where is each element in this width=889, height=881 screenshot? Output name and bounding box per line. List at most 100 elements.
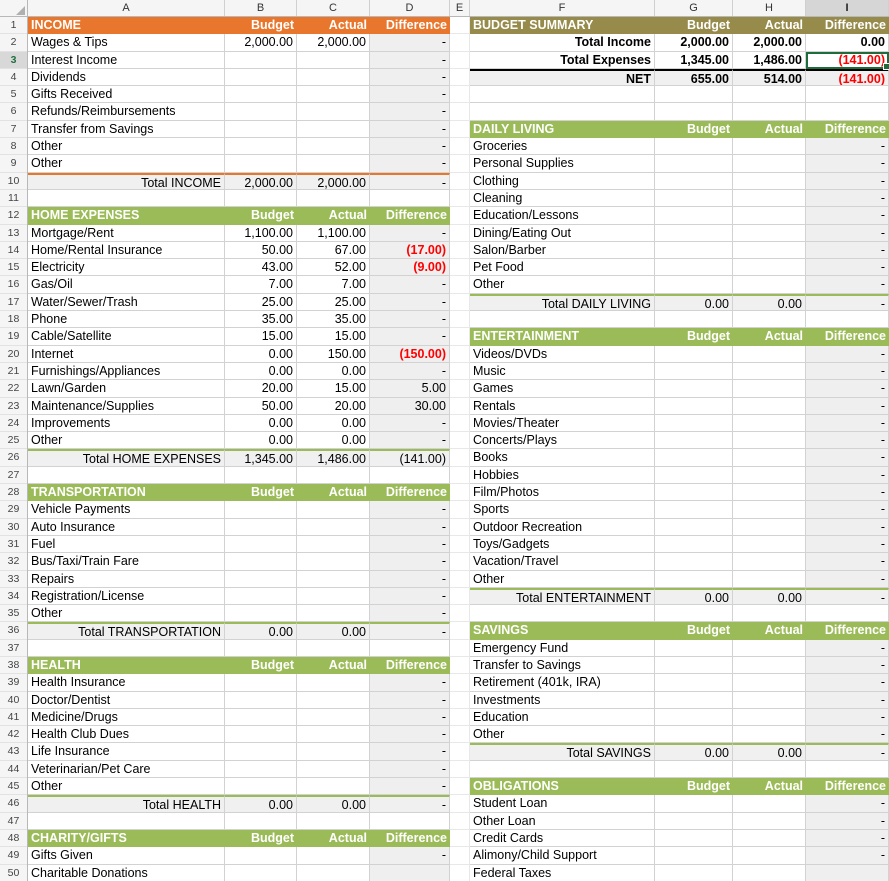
line-item-difference[interactable]: - [370, 120, 450, 139]
line-item-label[interactable]: Gifts Received [28, 86, 225, 104]
row-header-49[interactable]: 49 [0, 847, 27, 865]
line-item-actual[interactable]: 15.00 [297, 328, 370, 346]
line-item-difference[interactable]: - [806, 276, 889, 294]
line-item-actual[interactable] [733, 138, 806, 156]
row-header-15[interactable]: 15 [0, 259, 27, 277]
line-item-actual[interactable] [733, 656, 806, 675]
section-col-difference[interactable]: Difference [806, 328, 889, 346]
line-item-difference[interactable]: - [370, 432, 450, 450]
line-item-difference[interactable]: - [370, 276, 450, 294]
section-total-label[interactable]: Total DAILY LIVING [470, 293, 655, 312]
line-item-budget[interactable]: 0.00 [225, 345, 297, 363]
line-item-difference[interactable]: - [370, 501, 450, 519]
line-item-actual[interactable]: 0.00 [297, 362, 370, 381]
line-item-label[interactable]: Alimony/Child Support [470, 847, 655, 865]
line-item-actual[interactable] [733, 795, 806, 813]
spacer-cell[interactable] [450, 587, 470, 606]
line-item-label[interactable]: Vehicle Payments [28, 501, 225, 519]
line-item-label[interactable]: Bus/Taxi/Train Fare [28, 553, 225, 571]
section-col-actual[interactable]: Actual [297, 17, 370, 35]
line-item-difference[interactable]: - [806, 380, 889, 398]
line-item-label[interactable]: Retirement (401k, IRA) [470, 674, 655, 692]
line-item-actual[interactable]: 0.00 [297, 414, 370, 433]
line-item-difference[interactable]: - [806, 224, 889, 242]
line-item-difference[interactable]: - [370, 570, 450, 588]
line-item-label[interactable]: Other [28, 432, 225, 450]
section-total-difference[interactable]: - [370, 795, 450, 813]
section-header-budget-summary[interactable]: BUDGET SUMMARY [470, 17, 655, 35]
line-item-actual[interactable] [733, 224, 806, 242]
line-item-label[interactable]: Internet [28, 345, 225, 363]
line-item-difference[interactable]: - [806, 259, 889, 277]
row-header-6[interactable]: 6 [0, 103, 27, 121]
line-item-label[interactable]: Other [470, 276, 655, 294]
line-item-difference[interactable]: - [370, 708, 450, 727]
section-total-actual[interactable]: 0.00 [297, 622, 370, 640]
line-item-budget[interactable] [655, 189, 733, 208]
section-col-actual[interactable]: Actual [733, 120, 806, 139]
spacer-cell[interactable] [450, 484, 470, 502]
row-header-8[interactable]: 8 [0, 138, 27, 156]
section-total-budget[interactable]: 0.00 [225, 622, 297, 640]
column-header-h[interactable]: H [733, 0, 806, 16]
line-item-difference[interactable]: - [806, 708, 889, 727]
line-item-difference[interactable]: - [806, 639, 889, 657]
empty-cell[interactable] [297, 639, 370, 657]
line-item-difference[interactable]: - [370, 743, 450, 761]
section-col-difference[interactable]: Difference [806, 778, 889, 796]
line-item-actual[interactable] [297, 743, 370, 761]
line-item-difference[interactable]: - [806, 207, 889, 225]
summary-net-actual[interactable]: 514.00 [733, 68, 806, 87]
spacer-cell[interactable] [450, 155, 470, 173]
spacer-cell[interactable] [450, 103, 470, 121]
empty-cell[interactable] [655, 605, 733, 623]
line-item-budget[interactable]: 15.00 [225, 328, 297, 346]
section-col-difference[interactable]: Difference [370, 484, 450, 502]
row-number-gutter[interactable]: 1 2 3 4 5 6 7 8 9 10 11 12 13 14 15 16 17 18 19 20 21 22 23 24 2… [0, 17, 28, 881]
line-item-label[interactable]: Registration/License [28, 587, 225, 606]
line-item-difference[interactable]: - [806, 155, 889, 173]
row-header-14[interactable]: 14 [0, 241, 27, 260]
line-item-difference[interactable]: - [370, 605, 450, 623]
line-item-label[interactable]: Cleaning [470, 189, 655, 208]
section-total-difference[interactable]: - [806, 743, 889, 761]
row-header-43[interactable]: 43 [0, 743, 27, 761]
line-item-actual[interactable]: 52.00 [297, 259, 370, 277]
empty-cell[interactable] [733, 86, 806, 104]
line-item-budget[interactable] [655, 172, 733, 190]
section-col-budget[interactable]: Budget [655, 622, 733, 640]
line-item-actual[interactable] [733, 518, 806, 536]
line-item-budget[interactable] [655, 691, 733, 709]
line-item-actual[interactable]: 67.00 [297, 241, 370, 260]
spacer-cell[interactable] [450, 362, 470, 381]
line-item-label[interactable]: Rentals [470, 397, 655, 415]
section-total-label[interactable]: Total INCOME [28, 172, 225, 190]
line-item-budget[interactable] [225, 760, 297, 779]
select-all-corner[interactable] [0, 0, 28, 16]
line-item-difference[interactable]: - [370, 518, 450, 536]
line-item-difference[interactable]: - [806, 466, 889, 485]
line-item-label[interactable]: Charitable Donations [28, 864, 225, 881]
line-item-budget[interactable] [655, 224, 733, 242]
line-item-budget[interactable] [655, 345, 733, 363]
line-item-actual[interactable] [733, 172, 806, 190]
row-header-9[interactable]: 9 [0, 155, 27, 173]
empty-cell[interactable] [370, 812, 450, 830]
line-item-actual[interactable] [297, 587, 370, 606]
row-header-3[interactable]: 3 [0, 51, 27, 69]
empty-cell[interactable] [470, 760, 655, 779]
line-item-difference[interactable]: - [370, 847, 450, 865]
line-item-label[interactable]: Maintenance/Supplies [28, 397, 225, 415]
spacer-cell[interactable] [450, 726, 470, 744]
row-header-21[interactable]: 21 [0, 362, 27, 381]
line-item-budget[interactable] [225, 847, 297, 865]
summary-row-budget[interactable]: 1,345.00 [655, 51, 733, 69]
line-item-actual[interactable] [733, 639, 806, 657]
line-item-budget[interactable] [225, 138, 297, 156]
line-item-difference[interactable]: - [806, 535, 889, 554]
row-header-42[interactable]: 42 [0, 726, 27, 744]
spacer-cell[interactable] [450, 432, 470, 450]
spacer-cell[interactable] [450, 570, 470, 588]
spacer-cell[interactable] [450, 778, 470, 796]
summary-net-difference[interactable]: (141.00) [806, 68, 889, 87]
